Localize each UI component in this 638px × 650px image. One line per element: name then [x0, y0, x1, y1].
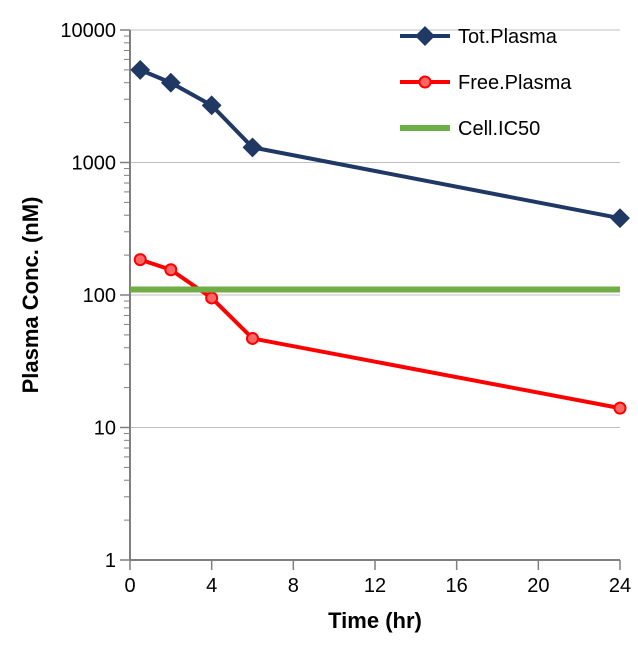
x-tick-label: 24 [609, 575, 631, 597]
y-tick-label: 100 [83, 285, 116, 307]
legend-marker [420, 77, 431, 88]
x-axis-label: Time (hr) [328, 608, 422, 633]
y-tick-label: 10000 [60, 20, 116, 42]
legend-label: Tot.Plasma [458, 26, 558, 48]
x-tick-label: 8 [288, 575, 299, 597]
y-tick-label: 1000 [72, 153, 117, 175]
marker-Free.Plasma [165, 264, 176, 275]
marker-Free.Plasma [615, 403, 626, 414]
y-tick-label: 10 [94, 418, 116, 440]
y-axis-label: Plasma Conc. (nM) [18, 197, 43, 394]
x-tick-label: 20 [527, 575, 549, 597]
legend-label: Cell.IC50 [458, 118, 540, 140]
x-tick-label: 16 [446, 575, 468, 597]
marker-Free.Plasma [135, 254, 146, 265]
marker-Free.Plasma [206, 292, 217, 303]
x-tick-label: 12 [364, 575, 386, 597]
x-tick-label: 0 [124, 575, 135, 597]
chart-svg: 1 10 100 1000 10000 0 4 8 12 16 20 24 Time (hr) Plasm… [0, 0, 638, 650]
plasma-conc-chart: 1 10 100 1000 10000 0 4 8 12 16 20 24 Time (hr) Plasm… [0, 0, 638, 650]
x-tick-label: 4 [206, 575, 217, 597]
marker-Free.Plasma [247, 333, 258, 344]
y-tick-label: 1 [105, 550, 116, 572]
legend-label: Free.Plasma [458, 72, 572, 94]
